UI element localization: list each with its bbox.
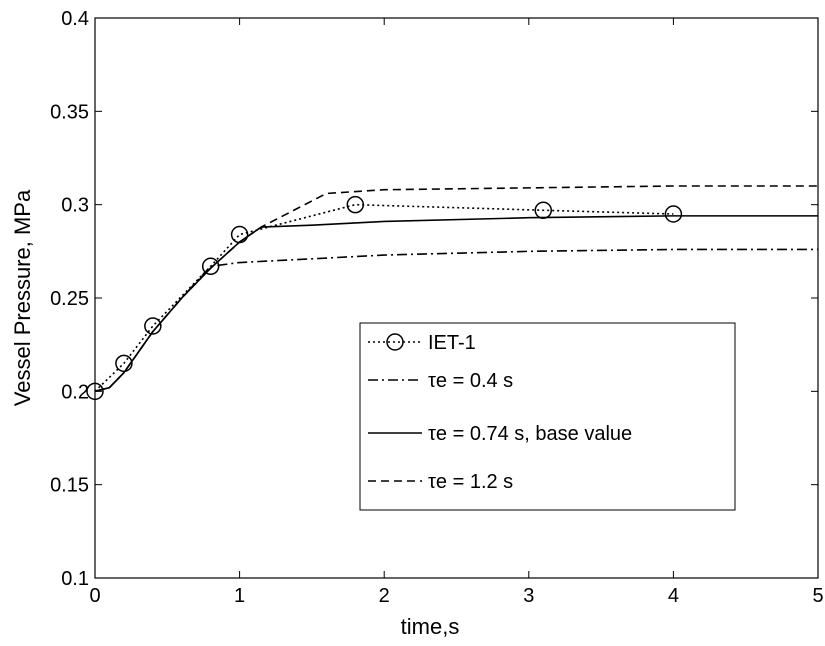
data-point	[664, 205, 683, 223]
legend-label: τe = 0.74 s, base value	[428, 423, 632, 445]
data-point	[346, 195, 365, 214]
data-point	[86, 382, 104, 401]
data-point	[201, 257, 220, 276]
legend-box	[359, 322, 736, 511]
y-tick-label: 0.3	[61, 195, 89, 217]
y-tick-label: 0.2	[61, 381, 89, 403]
y-tick-label: 0.35	[50, 101, 89, 123]
y-tick-label: 0.4	[61, 8, 89, 30]
legend-label: IET-1	[428, 332, 476, 354]
y-tick-label: 0.25	[50, 288, 89, 310]
x-tick-label: 0	[89, 585, 100, 607]
series-line	[94, 248, 818, 393]
x-tick-label: 4	[668, 585, 679, 607]
legend-label: τe = 1.2 s	[428, 471, 513, 493]
x-axis-label: time,s	[401, 614, 460, 639]
x-tick-label: 3	[523, 585, 534, 607]
x-tick-label: 5	[812, 585, 823, 607]
legend-label: τe = 0.4 s	[428, 370, 513, 392]
x-tick-label: 1	[234, 585, 245, 607]
x-tick-label: 2	[379, 585, 390, 607]
series-line	[94, 185, 818, 393]
y-axis-label: Vessel Pressure, MPa	[10, 189, 35, 406]
y-tick-label: 0.15	[50, 475, 89, 497]
y-tick-label: 0.1	[61, 568, 89, 590]
legend-marker	[386, 333, 404, 351]
data-point	[144, 317, 162, 335]
data-point	[230, 225, 249, 244]
plot-frame	[94, 17, 819, 579]
